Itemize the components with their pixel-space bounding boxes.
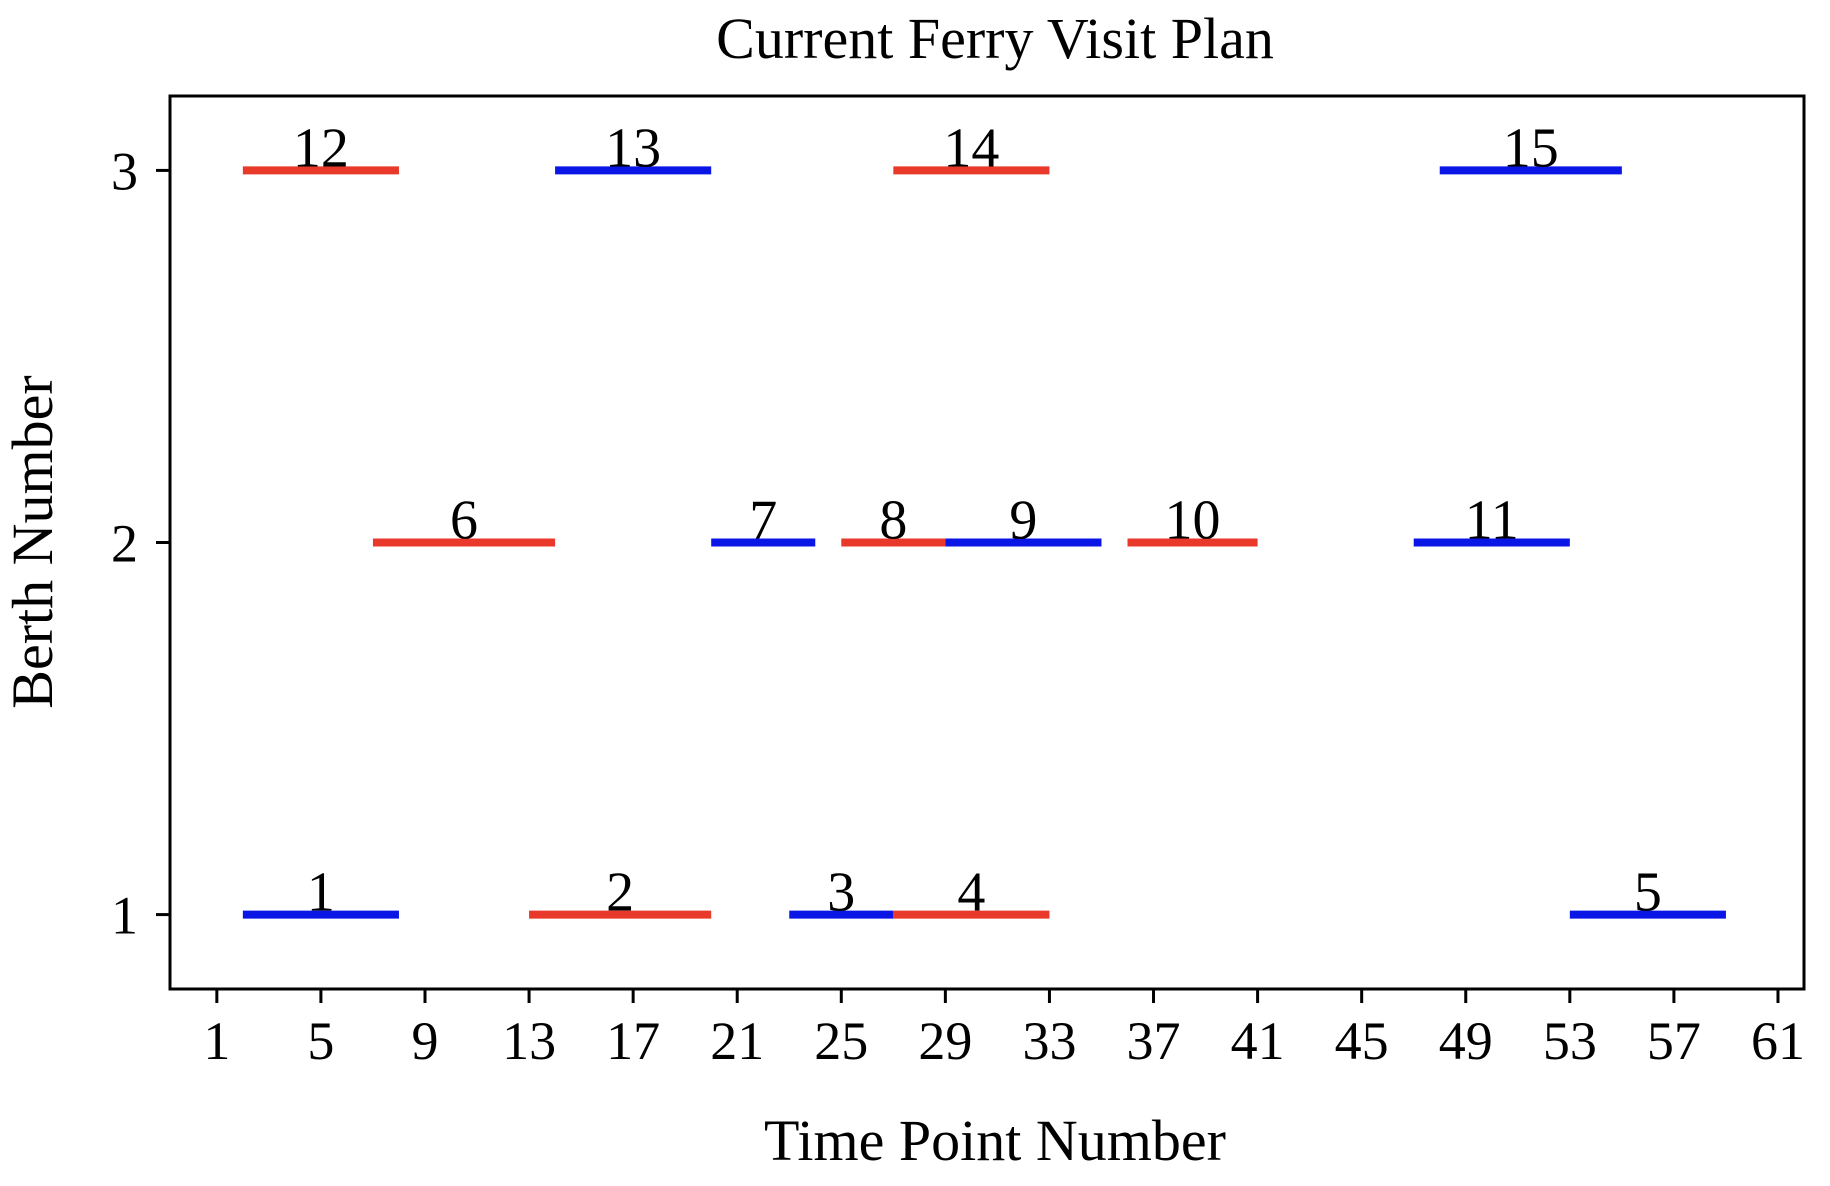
visit-label-7: 7 [749, 490, 777, 552]
visit-label-6: 6 [450, 490, 478, 552]
y-axis-label: Berth Number [0, 375, 65, 708]
x-tick-label: 33 [1022, 1011, 1076, 1071]
visit-label-2: 2 [606, 862, 634, 924]
x-tick-label: 41 [1231, 1011, 1285, 1071]
visit-label-5: 5 [1634, 862, 1662, 924]
visit-label-4: 4 [957, 862, 985, 924]
y-tick-label: 1 [111, 886, 138, 946]
visit-label-12: 12 [293, 117, 349, 179]
x-axis-label: Time Point Number [764, 1108, 1226, 1173]
visit-label-8: 8 [879, 490, 907, 552]
x-tick-label: 61 [1751, 1011, 1805, 1071]
y-tick-label: 2 [111, 514, 138, 574]
x-tick-label: 17 [606, 1011, 660, 1071]
x-tick-label: 37 [1127, 1011, 1181, 1071]
visit-label-15: 15 [1503, 117, 1559, 179]
x-tick-label: 45 [1335, 1011, 1389, 1071]
x-tick-label: 1 [203, 1011, 230, 1071]
visit-label-9: 9 [1009, 490, 1037, 552]
x-tick-label: 49 [1439, 1011, 1493, 1071]
x-tick-label: 9 [411, 1011, 438, 1071]
x-tick-label: 57 [1647, 1011, 1701, 1071]
y-axis-ticks: 1 2 3 [111, 141, 170, 946]
chart-title: Current Ferry Visit Plan [716, 6, 1274, 71]
visit-label-10: 10 [1165, 490, 1221, 552]
visit-label-1: 1 [307, 862, 335, 924]
x-tick-label: 25 [814, 1011, 868, 1071]
x-tick-label: 53 [1543, 1011, 1597, 1071]
x-tick-label: 5 [307, 1011, 334, 1071]
visit-label-13: 13 [605, 117, 661, 179]
x-tick-label: 29 [918, 1011, 972, 1071]
visit-label-14: 14 [943, 117, 999, 179]
visit-label-11: 11 [1465, 490, 1519, 552]
visit-label-3: 3 [827, 862, 855, 924]
x-tick-label: 13 [502, 1011, 556, 1071]
x-axis-ticks: 1 5 9 13 17 21 25 29 33 37 41 45 49 53 57 61 [203, 989, 1805, 1071]
x-tick-label: 21 [710, 1011, 764, 1071]
y-tick-label: 3 [111, 141, 138, 201]
